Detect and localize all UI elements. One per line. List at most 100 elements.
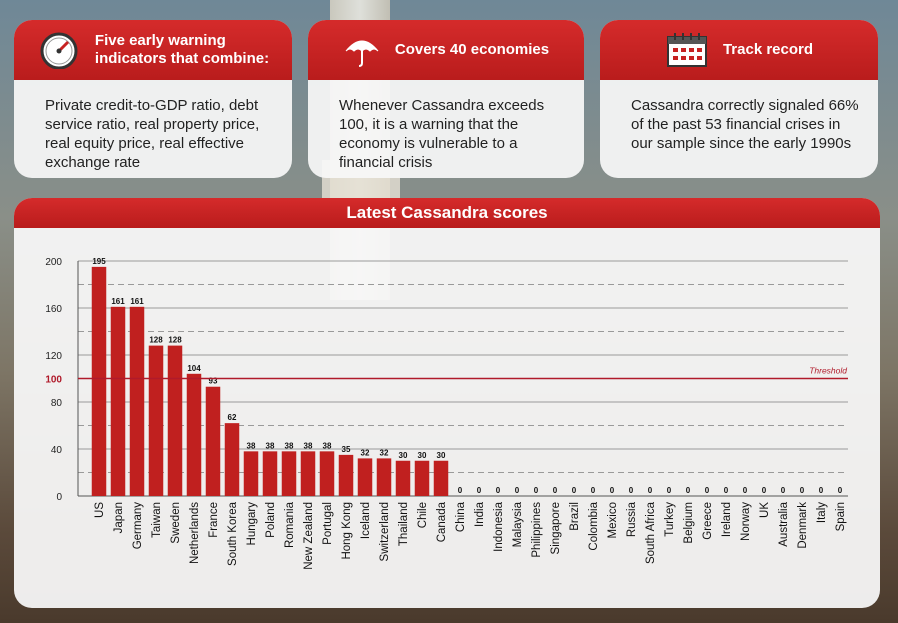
x-tick-label: Ireland — [721, 502, 733, 537]
data-label: 0 — [458, 486, 463, 495]
x-tick-label: Canada — [436, 501, 448, 542]
card-indicators: Five early warning indicators that combi… — [14, 20, 292, 178]
bar-chart: 0 40 80 100 120 160 200 195 US 161 Japan 161 Germany… — [45, 257, 848, 570]
bar — [148, 345, 164, 496]
card-title-line: Five early warning — [94, 32, 226, 49]
x-tick-label: South Africa — [645, 501, 657, 564]
bar — [243, 451, 259, 496]
x-tick-label: Netherlands — [189, 502, 201, 564]
data-label: 104 — [187, 364, 201, 373]
data-label: 30 — [399, 451, 408, 460]
data-label: 0 — [743, 486, 748, 495]
x-tick-label: Russia — [626, 501, 638, 537]
card-header: Track record — [600, 20, 878, 80]
calendar-icon — [666, 33, 707, 67]
data-label: 30 — [418, 451, 427, 460]
y-tick-label: 120 — [45, 351, 62, 362]
x-tick-label: Germany — [132, 502, 144, 550]
bar — [110, 306, 126, 496]
x-tick-label: Hong Kong — [341, 502, 353, 560]
x-tick-label: Brazil — [569, 502, 581, 531]
x-tick-label: Poland — [265, 502, 277, 538]
data-label: 38 — [304, 441, 313, 450]
x-tick-label: Australia — [778, 501, 790, 546]
data-label: 0 — [762, 486, 767, 495]
bar — [433, 460, 449, 496]
data-label: 0 — [534, 486, 539, 495]
bar — [319, 451, 335, 496]
y-tick-label: 200 — [45, 257, 62, 268]
y-tick-label: 100 — [45, 375, 62, 386]
x-tick-label: Spain — [835, 502, 847, 531]
x-tick-label: India — [474, 501, 486, 527]
data-label: 0 — [648, 486, 653, 495]
data-label: 195 — [92, 257, 106, 266]
threshold-label: Threshold — [809, 366, 847, 376]
gauge-icon — [40, 32, 78, 69]
card-body: Whenever Cassandra exceeds 100, it is a … — [339, 97, 545, 171]
bar — [281, 451, 297, 496]
x-tick-label: Mexico — [607, 502, 619, 538]
bar — [91, 266, 107, 496]
data-label: 0 — [819, 486, 824, 495]
x-tick-label: Sweden — [170, 502, 182, 544]
bar — [129, 306, 145, 496]
x-tick-label: Indonesia — [493, 501, 505, 551]
card-title: Covers 40 economies — [394, 41, 550, 58]
data-label: 0 — [572, 486, 577, 495]
bar — [338, 454, 354, 496]
bar — [262, 451, 278, 496]
data-label: 0 — [724, 486, 729, 495]
x-tick-label: Taiwan — [151, 502, 163, 538]
x-tick-label: Switzerland — [379, 502, 391, 561]
x-tick-label: New Zealand — [303, 502, 315, 570]
card-title: Track record — [722, 41, 814, 58]
card-body: Cassandra correctly signaled 66% of the … — [631, 97, 859, 152]
card-coverage: Covers 40 economies Whenever Cassandra e… — [308, 20, 584, 178]
data-label: 0 — [686, 486, 691, 495]
data-label: 0 — [477, 486, 482, 495]
bar — [167, 345, 183, 496]
y-tick-label: 160 — [45, 304, 62, 315]
data-label: 38 — [285, 441, 294, 450]
x-tick-label: UK — [759, 502, 771, 518]
bar — [376, 458, 392, 496]
data-label: 62 — [228, 413, 237, 422]
card-header: Five early warning indicators that combi… — [14, 20, 292, 80]
bar — [186, 373, 202, 496]
bar — [357, 458, 373, 496]
umbrella-icon — [345, 40, 379, 67]
data-label: 0 — [800, 486, 805, 495]
data-label: 0 — [553, 486, 558, 495]
data-label: 32 — [380, 448, 389, 457]
data-label: 93 — [209, 377, 218, 386]
data-label: 161 — [130, 297, 144, 306]
card-title-line: indicators that combine: — [94, 50, 270, 67]
card-header: Covers 40 economies — [308, 20, 584, 80]
data-label: 32 — [361, 448, 370, 457]
x-tick-label: Romania — [284, 501, 296, 548]
x-tick-label: US — [94, 502, 106, 518]
x-tick-label: Chile — [417, 502, 429, 528]
data-label: 0 — [705, 486, 710, 495]
bar — [414, 460, 430, 496]
x-tick-label: Greece — [702, 502, 714, 540]
x-tick-label: Japan — [113, 502, 125, 533]
x-tick-label: Italy — [816, 502, 828, 523]
x-tick-label: Turkey — [664, 502, 676, 537]
chart-panel: Latest Cassandra scores 0 40 80 100 120 160 20… — [14, 198, 880, 608]
bar — [300, 451, 316, 496]
bar — [224, 423, 240, 496]
data-label: 38 — [323, 441, 332, 450]
data-label: 128 — [149, 336, 163, 345]
data-label: 0 — [515, 486, 520, 495]
x-tick-label: France — [208, 502, 220, 538]
data-label: 0 — [838, 486, 843, 495]
data-label: 35 — [342, 445, 351, 454]
x-tick-label: Norway — [740, 502, 752, 541]
y-tick-label: 40 — [51, 445, 63, 456]
data-label: 161 — [111, 297, 125, 306]
x-tick-label: Philippines — [531, 502, 543, 558]
data-label: 0 — [496, 486, 501, 495]
x-tick-label: Malaysia — [512, 501, 524, 547]
